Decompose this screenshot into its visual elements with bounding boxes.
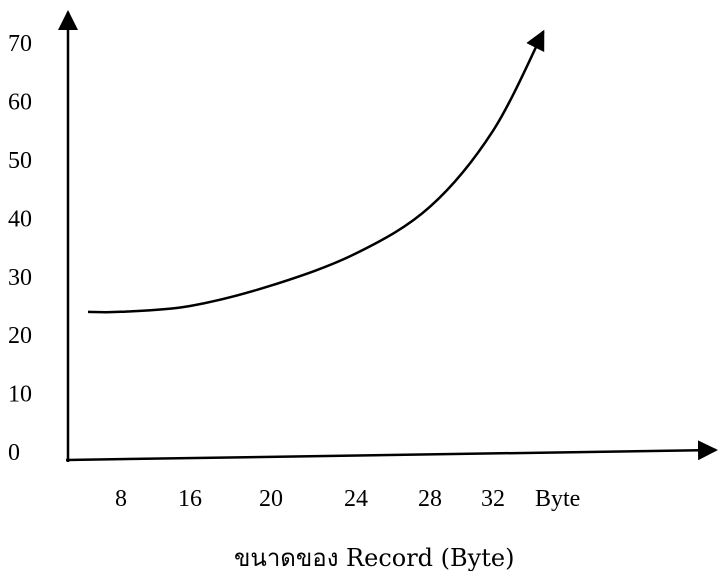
y-tick-label: 30 xyxy=(8,265,32,291)
y-tick-label: 50 xyxy=(8,148,32,174)
x-tick-label: 24 xyxy=(344,486,368,512)
y-tick-label: 70 xyxy=(8,31,32,57)
x-axis xyxy=(65,440,718,462)
x-tick-label: 32 xyxy=(481,486,505,512)
x-tick-label: 16 xyxy=(178,486,202,512)
y-tick-label: 10 xyxy=(8,382,32,408)
y-tick-label: 40 xyxy=(8,206,32,232)
x-tick-label: 20 xyxy=(259,486,283,512)
x-tick-label: 8 xyxy=(115,486,127,512)
y-tick-label: 20 xyxy=(8,323,32,349)
series-curve xyxy=(87,29,545,314)
x-tick-label: 28 xyxy=(418,486,442,512)
y-tick-label: 60 xyxy=(8,90,32,116)
x-tick-labels: 8 16 20 24 28 32 xyxy=(115,486,505,512)
x-unit-label: Byte xyxy=(535,486,580,512)
y-tick-labels: 0 10 20 30 40 50 60 70 xyxy=(8,31,32,466)
x-axis-title: ขนาดของ Record (Byte) xyxy=(234,544,514,571)
y-tick-label: 0 xyxy=(8,440,20,466)
